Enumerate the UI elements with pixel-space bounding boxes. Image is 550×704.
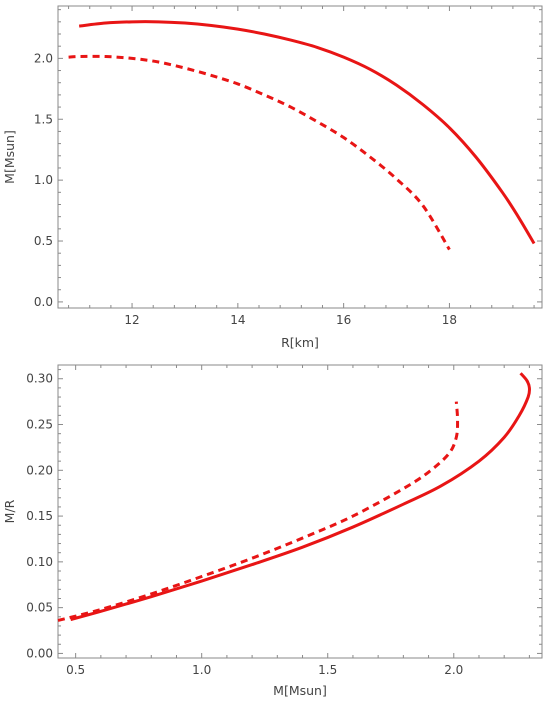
y-tick-label: 0.00: [26, 646, 53, 660]
plot-frame: [57, 364, 543, 659]
x-axis-label: M[Msun]: [273, 683, 327, 698]
x-tick-label: 18: [442, 313, 457, 327]
y-tick-label: 1.0: [34, 173, 53, 187]
series-line-dashed: [68, 54, 451, 251]
y-axis-label: M/R: [2, 499, 17, 523]
x-tick-label: 0.5: [66, 663, 85, 677]
y-tick-label: 0.10: [26, 555, 53, 569]
plot-frame: [57, 5, 543, 309]
y-tick-label: 0.25: [26, 418, 53, 432]
series-line-dashed: [57, 401, 460, 622]
y-tick-label: 2.0: [34, 51, 53, 65]
series-line-solid: [78, 20, 536, 245]
compactness-mass-plot: 0.5 1.0 1.5 2.0 0.00 0.05 0.10 0.15 0.20 0.25 0.30…: [2, 364, 543, 698]
y-axis-label: M[Msun]: [2, 130, 17, 184]
x-tick-label: 14: [230, 313, 245, 327]
y-tick-label: 0.5: [34, 234, 53, 248]
x-axis-label: R[km]: [281, 335, 319, 350]
x-tick-label: 12: [124, 313, 139, 327]
x-tick-label: 1.0: [192, 663, 211, 677]
x-tick-label: 1.5: [318, 663, 337, 677]
x-tick-label: 16: [336, 313, 351, 327]
y-tick-label: 0.20: [26, 463, 53, 477]
y-tick-label: 0.30: [26, 372, 53, 386]
series-line-solid: [70, 372, 532, 621]
y-tick-label: 0.05: [26, 601, 53, 615]
y-tick-label: 0.15: [26, 509, 53, 523]
y-tick-label: 1.5: [34, 112, 53, 126]
mass-radius-plot: 12 14 16 18 0.0 0.5 1.0 1.5 2.0 R[km] M[Msun]: [2, 5, 543, 350]
y-tick-label: 0.0: [34, 295, 53, 309]
x-tick-label: 2.0: [444, 663, 463, 677]
